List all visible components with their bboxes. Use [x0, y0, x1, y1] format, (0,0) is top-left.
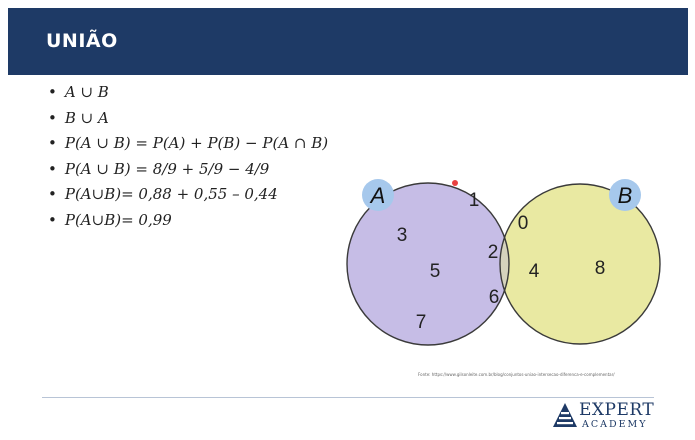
set-b-outline: [499, 183, 661, 345]
expert-academy-logo: EXPERT ACADEMY: [552, 400, 655, 430]
venn-diagram: A B 3 1 5 7 0 2 4 6 8: [346, 179, 661, 346]
bullet-dot: •: [48, 108, 57, 127]
bullet-text: A ∪ B: [64, 83, 109, 101]
logo-text-expert: EXPERT: [579, 400, 655, 420]
element-label: 7: [416, 312, 427, 333]
bullet-dot: •: [48, 159, 57, 178]
element-label: 4: [529, 261, 540, 282]
set-a-badge: [362, 179, 394, 211]
logo-mark-icon: [553, 403, 577, 427]
element-label: 5: [430, 261, 441, 282]
source-caption: Fonte: https://www.gilsonleite.com.br/bl…: [418, 372, 615, 377]
bullet-item: • P(A ∪ B) = P(A) + P(B) − P(A ∩ B): [48, 131, 328, 157]
element-label: 6: [489, 287, 500, 308]
bullet-text: P(A ∪ B) = P(A) + P(B) − P(A ∩ B): [64, 134, 329, 153]
set-b-circle: [500, 184, 660, 344]
element-label: 8: [595, 258, 606, 279]
pointer-dot: [452, 180, 458, 186]
set-b-badge: [609, 179, 641, 211]
set-a-outline: [346, 182, 510, 346]
bullet-item: • B ∪ A: [48, 106, 328, 132]
set-b-label: B: [618, 183, 633, 208]
set-a-circle: [347, 183, 509, 345]
element-label: 1: [469, 190, 480, 211]
bullet-dot: •: [48, 134, 57, 153]
page-title: UNIÃO: [46, 30, 118, 52]
bullet-item: • P(A ∪ B) = 8/9 + 5/9 − 4/9: [48, 157, 328, 183]
bullet-text: B ∪ A: [64, 108, 109, 127]
bullet-dot: •: [48, 210, 57, 229]
set-a-label: A: [369, 183, 386, 208]
bullet-item: • P(A∪B)= 0,99: [48, 208, 328, 234]
bullet-text: P(A∪B)= 0,99: [64, 210, 172, 229]
bullet-list: • A ∪ B • B ∪ A • P(A ∪ B) = P(A) + P(B) − …: [48, 80, 328, 234]
bullet-item: • P(A∪B)= 0,88 + 0,55 – 0,44: [48, 182, 328, 208]
bullet-item: • A ∪ B: [48, 80, 328, 106]
bullet-dot: •: [48, 83, 57, 101]
bullet-text: P(A∪B)= 0,88 + 0,55 – 0,44: [64, 185, 278, 204]
bullet-dot: •: [48, 185, 57, 204]
element-label: 0: [518, 213, 529, 234]
bullet-text: P(A ∪ B) = 8/9 + 5/9 − 4/9: [64, 159, 270, 178]
logo-text-academy: ACADEMY: [582, 419, 648, 430]
element-label: 3: [397, 225, 408, 246]
title-bar: UNIÃO: [8, 8, 688, 75]
element-label: 2: [488, 242, 499, 263]
footer-divider: [42, 397, 654, 398]
